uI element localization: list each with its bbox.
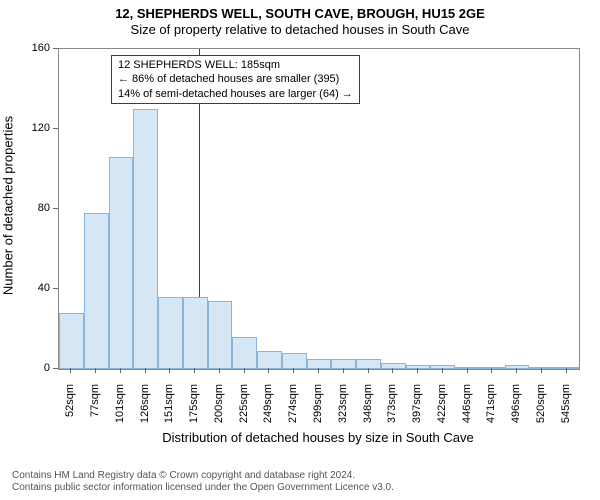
- x-tick-label: 323sqm: [337, 384, 349, 434]
- x-tick-label: 126sqm: [139, 384, 151, 434]
- x-tick-mark: [343, 368, 344, 373]
- x-tick-label: 101sqm: [114, 384, 126, 434]
- histogram-bar: [529, 367, 554, 369]
- x-tick-mark: [516, 368, 517, 373]
- x-tick-mark: [318, 368, 319, 373]
- x-tick-label: 545sqm: [560, 384, 572, 434]
- x-tick-label: 274sqm: [287, 384, 299, 434]
- histogram-bar: [84, 213, 109, 369]
- histogram-bar: [183, 297, 208, 369]
- footer-line-2: Contains public sector information licen…: [12, 482, 394, 494]
- x-tick-mark: [70, 368, 71, 373]
- x-tick-mark: [417, 368, 418, 373]
- histogram-bar: [554, 367, 579, 369]
- histogram-bar: [158, 297, 183, 369]
- x-tick-mark: [244, 368, 245, 373]
- x-tick-label: 496sqm: [510, 384, 522, 434]
- x-tick-mark: [169, 368, 170, 373]
- footer-line-1: Contains HM Land Registry data © Crown c…: [12, 470, 394, 482]
- x-tick-mark: [293, 368, 294, 373]
- y-tick-label: 0: [0, 362, 50, 374]
- x-tick-mark: [368, 368, 369, 373]
- x-tick-label: 520sqm: [535, 384, 547, 434]
- histogram-bar: [208, 301, 233, 369]
- histogram-bar: [133, 109, 158, 369]
- x-tick-mark: [120, 368, 121, 373]
- chart-title: 12, SHEPHERDS WELL, SOUTH CAVE, BROUGH, …: [0, 0, 600, 22]
- x-tick-mark: [392, 368, 393, 373]
- x-tick-label: 249sqm: [262, 384, 274, 434]
- histogram-bar: [257, 351, 282, 369]
- annotation-line: ← 86% of detached houses are smaller (39…: [118, 72, 353, 86]
- histogram-bar: [430, 365, 455, 369]
- x-tick-label: 151sqm: [163, 384, 175, 434]
- x-tick-mark: [145, 368, 146, 373]
- x-tick-mark: [219, 368, 220, 373]
- plot-area: 12 SHEPHERDS WELL: 185sqm← 86% of detach…: [58, 48, 580, 370]
- annotation-line: 12 SHEPHERDS WELL: 185sqm: [118, 58, 353, 72]
- x-tick-label: 77sqm: [89, 384, 101, 434]
- x-tick-label: 225sqm: [238, 384, 250, 434]
- histogram-bar: [455, 367, 480, 369]
- x-tick-mark: [491, 368, 492, 373]
- histogram-bar: [282, 353, 307, 369]
- x-tick-label: 52sqm: [64, 384, 76, 434]
- x-tick-label: 397sqm: [411, 384, 423, 434]
- x-tick-label: 175sqm: [188, 384, 200, 434]
- footer-text: Contains HM Land Registry data © Crown c…: [12, 470, 394, 494]
- x-tick-label: 373sqm: [386, 384, 398, 434]
- x-tick-mark: [95, 368, 96, 373]
- annotation-box: 12 SHEPHERDS WELL: 185sqm← 86% of detach…: [111, 55, 360, 104]
- histogram-bar: [356, 359, 381, 369]
- histogram-bar: [109, 157, 134, 369]
- x-tick-label: 299sqm: [312, 384, 324, 434]
- y-tick-label: 160: [0, 42, 50, 54]
- x-tick-label: 200sqm: [213, 384, 225, 434]
- annotation-line: 14% of semi-detached houses are larger (…: [118, 87, 353, 101]
- x-tick-mark: [268, 368, 269, 373]
- chart-container: 12, SHEPHERDS WELL, SOUTH CAVE, BROUGH, …: [0, 0, 600, 500]
- x-tick-label: 348sqm: [362, 384, 374, 434]
- x-tick-mark: [194, 368, 195, 373]
- y-tick-mark: [53, 48, 58, 49]
- x-tick-label: 422sqm: [436, 384, 448, 434]
- x-tick-label: 471sqm: [485, 384, 497, 434]
- chart-subtitle: Size of property relative to detached ho…: [0, 22, 600, 42]
- histogram-bar: [232, 337, 257, 369]
- y-tick-label: 40: [0, 282, 50, 294]
- y-tick-label: 80: [0, 202, 50, 214]
- y-tick-mark: [53, 128, 58, 129]
- histogram-bar: [59, 313, 84, 369]
- x-tick-mark: [566, 368, 567, 373]
- y-tick-mark: [53, 368, 58, 369]
- histogram-bar: [331, 359, 356, 369]
- x-tick-mark: [442, 368, 443, 373]
- x-tick-mark: [541, 368, 542, 373]
- y-tick-mark: [53, 288, 58, 289]
- y-tick-mark: [53, 208, 58, 209]
- y-tick-label: 120: [0, 122, 50, 134]
- x-tick-label: 446sqm: [461, 384, 473, 434]
- x-tick-mark: [467, 368, 468, 373]
